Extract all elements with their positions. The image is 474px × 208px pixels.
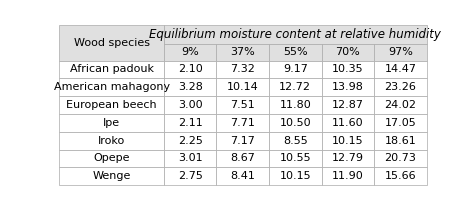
Text: 11.60: 11.60 [332, 118, 364, 128]
Text: 8.41: 8.41 [230, 171, 255, 181]
Text: African padouk: African padouk [70, 64, 154, 74]
Text: 23.26: 23.26 [384, 82, 416, 92]
Bar [164, 150, 217, 167]
Bar [269, 96, 321, 114]
Bar [321, 61, 374, 78]
Bar [269, 167, 321, 185]
Bar [59, 132, 164, 150]
Text: 2.10: 2.10 [178, 64, 202, 74]
Bar [269, 44, 321, 61]
Bar [59, 78, 164, 96]
Text: 11.80: 11.80 [279, 100, 311, 110]
Text: 17.05: 17.05 [384, 118, 416, 128]
Text: 11.90: 11.90 [332, 171, 364, 181]
Text: 7.51: 7.51 [230, 100, 255, 110]
Text: 12.72: 12.72 [279, 82, 311, 92]
Bar [217, 61, 269, 78]
Bar [374, 78, 427, 96]
Text: 10.35: 10.35 [332, 64, 364, 74]
Bar [217, 150, 269, 167]
Text: 20.73: 20.73 [384, 154, 416, 163]
Text: Wood species: Wood species [73, 38, 150, 48]
Text: 3.28: 3.28 [178, 82, 203, 92]
Bar [164, 132, 217, 150]
Text: 18.61: 18.61 [384, 136, 416, 146]
Bar [374, 167, 427, 185]
Text: 10.14: 10.14 [227, 82, 259, 92]
Bar [217, 78, 269, 96]
Text: 7.17: 7.17 [230, 136, 255, 146]
Text: 8.67: 8.67 [230, 154, 255, 163]
Bar [374, 150, 427, 167]
Bar [164, 61, 217, 78]
Bar [374, 44, 427, 61]
Text: American mahagony: American mahagony [54, 82, 170, 92]
Text: 10.15: 10.15 [280, 171, 311, 181]
Bar [164, 25, 427, 44]
Text: Iroko: Iroko [98, 136, 125, 146]
Text: 70%: 70% [336, 47, 360, 57]
Text: 55%: 55% [283, 47, 308, 57]
Text: 13.98: 13.98 [332, 82, 364, 92]
Text: 2.75: 2.75 [178, 171, 203, 181]
Text: 24.02: 24.02 [384, 100, 416, 110]
Text: European beech: European beech [66, 100, 157, 110]
Text: 97%: 97% [388, 47, 413, 57]
Bar [217, 114, 269, 132]
Bar [59, 61, 164, 78]
Text: 8.55: 8.55 [283, 136, 308, 146]
Text: 3.00: 3.00 [178, 100, 202, 110]
Text: 10.15: 10.15 [332, 136, 364, 146]
Bar [321, 44, 374, 61]
Text: 14.47: 14.47 [384, 64, 416, 74]
Text: 2.11: 2.11 [178, 118, 202, 128]
Text: 2.25: 2.25 [178, 136, 203, 146]
Bar [269, 78, 321, 96]
Bar [164, 78, 217, 96]
Bar [164, 167, 217, 185]
Bar [269, 61, 321, 78]
Bar [269, 114, 321, 132]
Text: 3.01: 3.01 [178, 154, 202, 163]
Bar [59, 150, 164, 167]
Text: 9.17: 9.17 [283, 64, 308, 74]
Text: 7.32: 7.32 [230, 64, 255, 74]
Text: 10.55: 10.55 [280, 154, 311, 163]
Bar [217, 44, 269, 61]
Bar [374, 61, 427, 78]
Bar [164, 114, 217, 132]
Text: Ipe: Ipe [103, 118, 120, 128]
Bar [59, 25, 164, 61]
Text: 10.50: 10.50 [280, 118, 311, 128]
Bar [374, 114, 427, 132]
Bar [269, 132, 321, 150]
Bar [59, 167, 164, 185]
Text: Wenge: Wenge [92, 171, 131, 181]
Bar [59, 96, 164, 114]
Bar [59, 114, 164, 132]
Bar [374, 132, 427, 150]
Text: Equilibrium moisture content at relative humidity: Equilibrium moisture content at relative… [149, 28, 441, 41]
Text: 9%: 9% [182, 47, 199, 57]
Bar [217, 132, 269, 150]
Bar [164, 44, 217, 61]
Bar [321, 167, 374, 185]
Text: 7.71: 7.71 [230, 118, 255, 128]
Text: 12.79: 12.79 [332, 154, 364, 163]
Bar [321, 132, 374, 150]
Text: Opepe: Opepe [93, 154, 130, 163]
Bar [217, 167, 269, 185]
Bar [321, 96, 374, 114]
Bar [164, 96, 217, 114]
Bar [321, 114, 374, 132]
Text: 15.66: 15.66 [384, 171, 416, 181]
Bar [217, 96, 269, 114]
Bar [321, 150, 374, 167]
Text: 37%: 37% [230, 47, 255, 57]
Bar [374, 96, 427, 114]
Bar [321, 78, 374, 96]
Bar [269, 150, 321, 167]
Text: 12.87: 12.87 [332, 100, 364, 110]
